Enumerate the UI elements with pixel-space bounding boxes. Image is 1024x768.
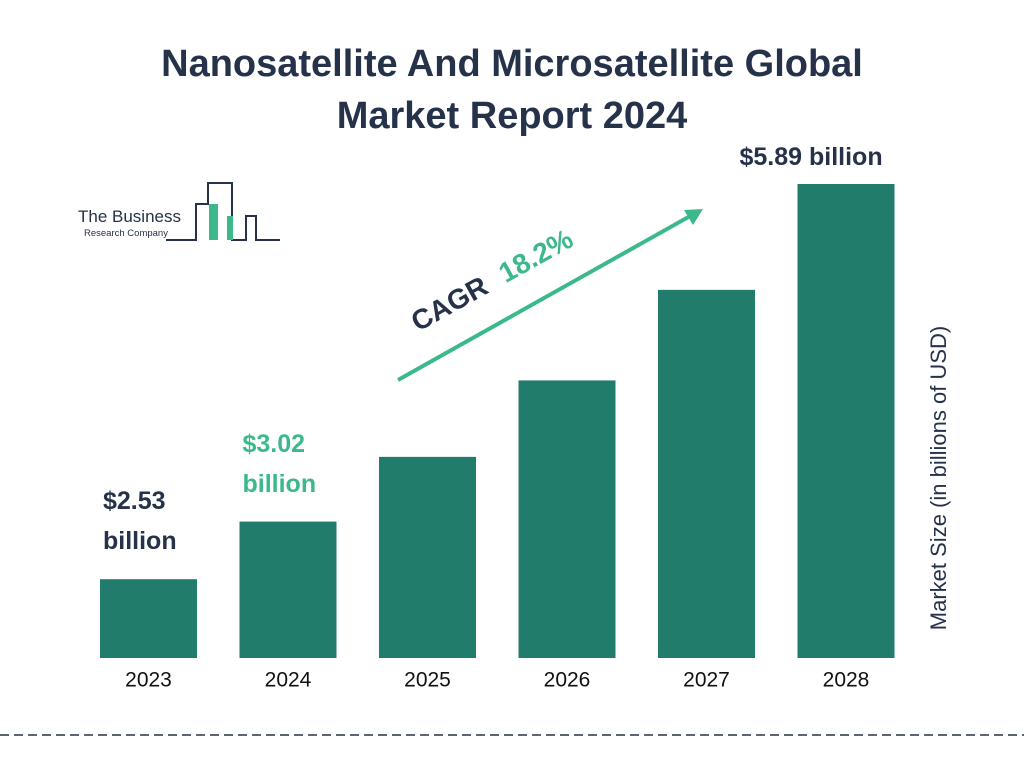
x-tick-label: 2024 (265, 669, 312, 692)
bar (658, 289, 755, 658)
y-axis-label: Market Size (in billions of USD) (926, 326, 951, 630)
x-tick-label: 2025 (404, 669, 451, 692)
cagr-annotation: CAGR 18.2% (406, 223, 578, 337)
logo: The Business Research Company (78, 182, 280, 241)
x-tick-label: 2027 (683, 669, 730, 692)
bar (518, 380, 616, 658)
x-tick-label: 2023 (125, 669, 172, 692)
bar (100, 579, 197, 658)
logo-subtext: Research Company (84, 228, 168, 239)
bar (797, 184, 895, 658)
value-label: $5.89 billion (739, 143, 883, 171)
x-tick-label: 2028 (823, 669, 870, 692)
logo-text: The Business (78, 207, 181, 226)
value-label: $2.53 billion (103, 487, 177, 556)
chart-title: Nanosatellite And Microsatellite Global … (161, 43, 863, 137)
value-label: $3.02 billion (242, 429, 317, 498)
x-tick-label: 2026 (544, 669, 591, 692)
cagr-label: CAGR (406, 270, 493, 337)
cagr-value: 18.2% (494, 223, 579, 289)
bar (379, 456, 476, 658)
bar (239, 521, 337, 658)
